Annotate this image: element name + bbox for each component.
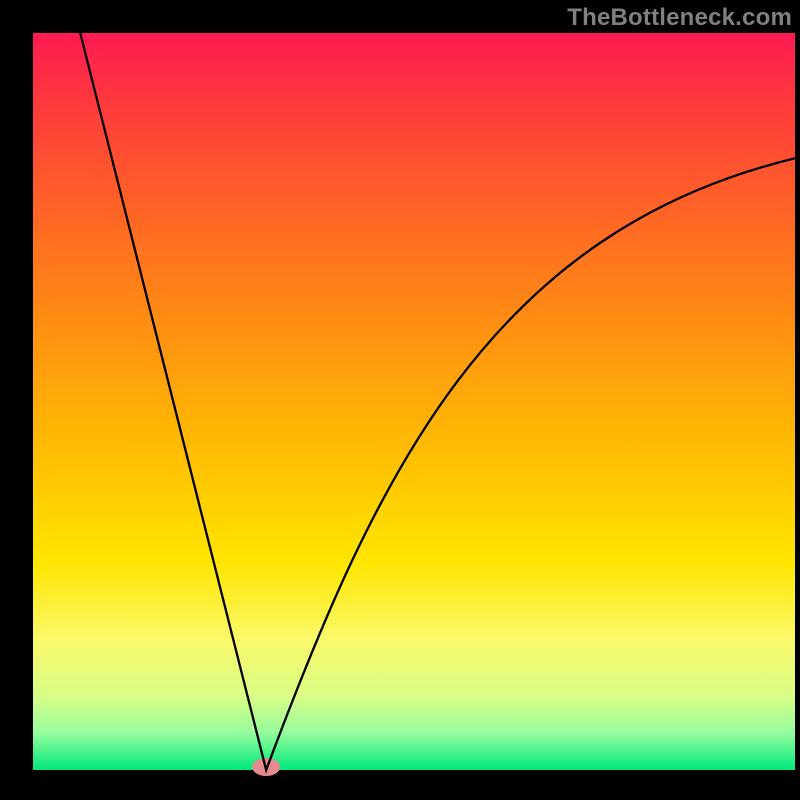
bottleneck-chart	[0, 0, 800, 800]
plot-background	[33, 33, 795, 770]
watermark-text: TheBottleneck.com	[567, 4, 792, 32]
